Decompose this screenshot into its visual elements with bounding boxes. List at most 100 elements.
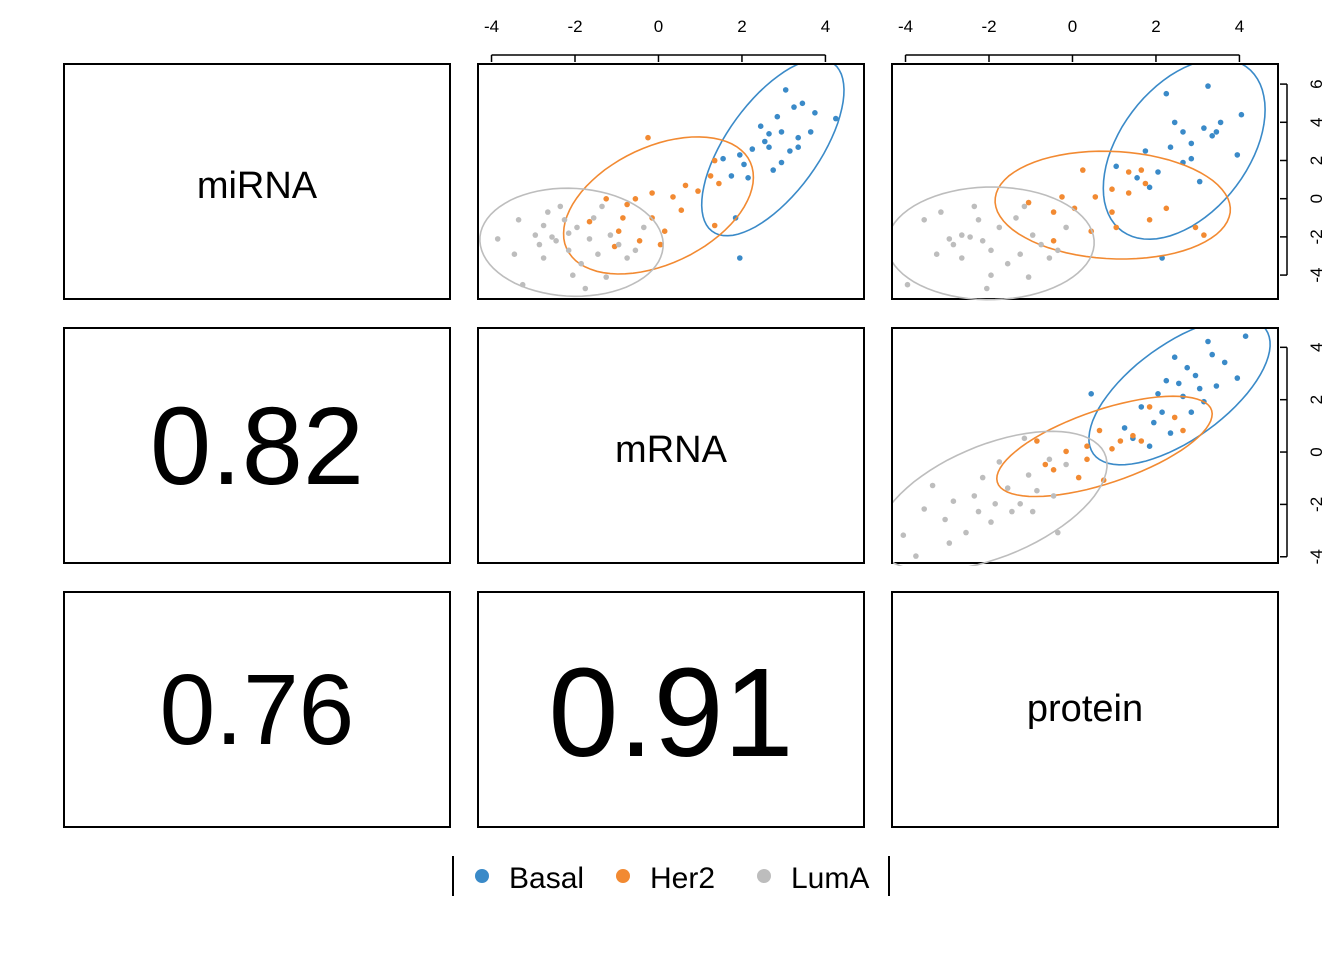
point-basal — [1146, 443, 1153, 449]
point-basal — [778, 129, 785, 135]
point-luma — [570, 272, 576, 278]
point-luma — [536, 241, 543, 248]
y-tick-label: 0 — [1307, 447, 1326, 456]
diag-panel-protein: protein — [891, 591, 1279, 828]
point-basal — [749, 146, 756, 152]
variable-label-mirna: miRNA — [196, 165, 318, 207]
point-basal — [1151, 419, 1157, 426]
point-luma — [494, 236, 501, 242]
point-luma — [1055, 247, 1061, 254]
point-luma — [963, 529, 969, 536]
ellipse-luma — [893, 430, 1108, 566]
ellipse-basal — [1088, 329, 1271, 466]
point-luma — [1029, 232, 1036, 238]
point-basal — [1213, 129, 1220, 135]
point-luma — [515, 217, 522, 223]
point-basal — [1138, 404, 1145, 410]
point-luma — [1046, 255, 1053, 261]
point-luma — [1025, 274, 1032, 280]
point-basal — [720, 155, 726, 162]
point-basal — [762, 138, 768, 145]
point-luma — [950, 498, 957, 504]
point-basal — [737, 152, 743, 158]
point-luma — [574, 224, 580, 231]
variable-label-mrna: mRNA — [615, 429, 727, 471]
point-luma — [1004, 485, 1011, 491]
point-basal — [1155, 169, 1161, 175]
point-basal — [1221, 359, 1228, 366]
point-luma — [984, 285, 990, 292]
point-her2 — [1117, 438, 1124, 444]
x-tick-label: 4 — [1235, 17, 1244, 36]
point-her2 — [657, 241, 664, 248]
y-tick-label: -4 — [1307, 549, 1326, 564]
point-her2 — [711, 157, 718, 164]
point-her2 — [1142, 180, 1149, 187]
point-her2 — [1130, 432, 1136, 439]
point-luma — [545, 209, 551, 215]
point-her2 — [1034, 438, 1040, 444]
point-her2 — [1125, 169, 1132, 175]
ellipse-basal — [700, 65, 845, 237]
point-basal — [1184, 364, 1190, 371]
point-basal — [1155, 391, 1161, 397]
point-luma — [553, 238, 559, 244]
point-her2 — [645, 134, 651, 141]
point-basal — [1205, 83, 1211, 89]
y-tick-label: 0 — [1307, 194, 1326, 203]
point-basal — [728, 173, 735, 179]
point-her2 — [624, 201, 630, 208]
x-tick-label: -2 — [567, 17, 582, 36]
point-her2 — [586, 218, 593, 225]
ellipse-basal — [1102, 65, 1266, 241]
legend-marker-luma — [757, 869, 771, 883]
point-basal — [1217, 119, 1224, 126]
point-her2 — [1084, 443, 1090, 449]
point-her2 — [1092, 194, 1099, 200]
point-basal — [1163, 377, 1170, 384]
point-luma — [913, 553, 919, 559]
y-tick-label: 2 — [1307, 156, 1326, 165]
point-her2 — [1042, 461, 1049, 468]
point-her2 — [1050, 209, 1057, 215]
point-her2 — [1096, 427, 1103, 434]
point-luma — [1017, 251, 1023, 257]
point-her2 — [1025, 199, 1032, 206]
point-luma — [979, 238, 986, 244]
point-basal — [782, 87, 789, 93]
point-luma — [996, 459, 1003, 465]
point-luma — [595, 251, 601, 257]
point-luma — [549, 234, 555, 240]
point-luma — [641, 224, 647, 231]
legend-marker-her2 — [616, 869, 630, 883]
point-basal — [1180, 129, 1186, 135]
point-luma — [540, 255, 547, 261]
point-luma — [933, 251, 940, 257]
legend-label-luma: LumA — [791, 862, 869, 895]
point-her2 — [649, 190, 655, 196]
point-basal — [745, 175, 751, 181]
point-luma — [586, 236, 593, 242]
point-luma — [624, 255, 630, 261]
point-basal — [770, 167, 776, 173]
point-luma — [599, 203, 605, 210]
point-luma — [603, 274, 609, 280]
point-her2 — [632, 196, 639, 202]
point-basal — [1234, 152, 1241, 158]
point-luma — [511, 251, 518, 257]
scatter-plot-mrna-protein — [893, 329, 1271, 566]
point-luma — [921, 506, 927, 512]
point-luma — [992, 501, 998, 507]
scatter-panel-mirna-protein — [891, 63, 1279, 301]
point-luma — [946, 540, 953, 546]
point-luma — [1021, 203, 1028, 210]
point-basal — [1171, 354, 1178, 360]
point-luma — [988, 247, 994, 254]
scatter-panel-mirna-mrna — [477, 63, 865, 300]
x-tick-label: 4 — [821, 17, 830, 36]
point-basal — [795, 144, 801, 150]
point-her2 — [1125, 190, 1132, 196]
point-basal — [1146, 184, 1153, 191]
ellipse-luma — [893, 186, 1095, 301]
point-basal — [1167, 144, 1174, 150]
